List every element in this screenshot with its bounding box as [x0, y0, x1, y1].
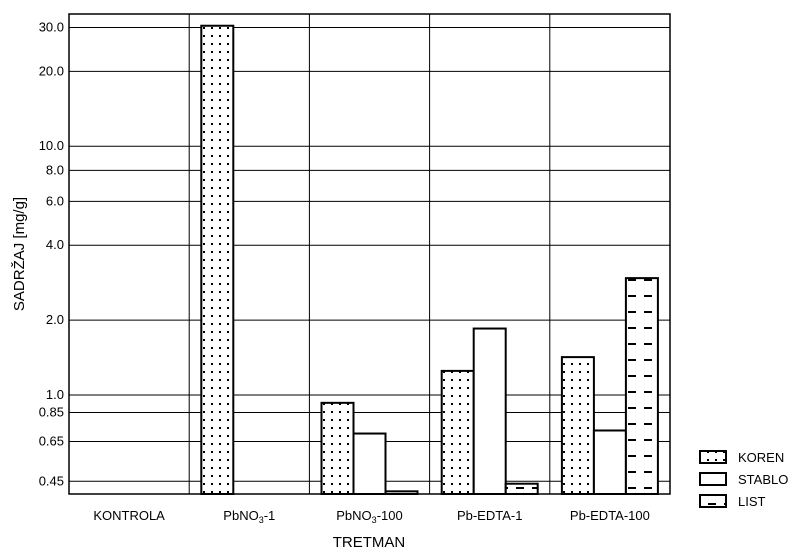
- legend: KOREN STABLO LIST: [699, 450, 788, 509]
- x-tick-label: Pb-EDTA-100: [570, 508, 650, 523]
- category-separators: [188, 14, 551, 494]
- x-tick-label: Pb-EDTA-1: [457, 508, 523, 523]
- y-tick-label: 20.0: [39, 63, 64, 78]
- gridlines: [69, 27, 670, 482]
- legend-swatch-koren: [699, 450, 727, 464]
- y-tick-label: 10.0: [39, 138, 64, 153]
- legend-swatch-stablo: [699, 472, 727, 486]
- y-tick-label: 0.85: [39, 405, 64, 420]
- bar-list: [504, 482, 539, 495]
- y-tick-label: 6.0: [46, 193, 64, 208]
- y-tick-label: 30.0: [39, 20, 64, 35]
- x-tick-label: PbNO3-1: [223, 508, 275, 525]
- bar-koren: [320, 401, 355, 496]
- y-tick-label: 1.0: [46, 387, 64, 402]
- bar-stablo: [592, 429, 627, 495]
- bar-koren: [200, 24, 235, 496]
- legend-label: STABLO: [738, 472, 788, 487]
- plot-frame: [68, 13, 671, 495]
- y-tick-label: 0.65: [39, 434, 64, 449]
- bar-koren: [440, 369, 475, 495]
- bars: [200, 24, 659, 496]
- bar-stablo: [472, 327, 507, 495]
- x-tick-labels: KONTROLA PbNO3-1 PbNO3-100 Pb-EDTA-1 Pb-EDTA…: [93, 508, 650, 525]
- legend-label: LIST: [738, 494, 766, 509]
- y-tick-label: 8.0: [46, 162, 64, 177]
- y-tick-labels: 0.45 0.65 0.85 1.0 2.0 4.0 6.0 8.0 10.0 20.0 30.0: [39, 20, 64, 489]
- y-tick-label: 0.45: [39, 473, 64, 488]
- bar-stablo: [352, 432, 387, 496]
- legend-label: KOREN: [738, 450, 784, 465]
- bar-koren: [560, 356, 595, 496]
- x-tick-label: PbNO3-100: [336, 508, 402, 525]
- bar-list: [624, 277, 659, 495]
- y-tick-label: 4.0: [46, 237, 64, 252]
- y-axis-title: SADRŽAJ [mg/g]: [11, 197, 28, 311]
- x-axis-title: TRETMAN: [333, 534, 406, 551]
- legend-swatch-list: [699, 494, 727, 508]
- y-tick-label: 2.0: [46, 312, 64, 327]
- x-tick-label: KONTROLA: [93, 508, 165, 523]
